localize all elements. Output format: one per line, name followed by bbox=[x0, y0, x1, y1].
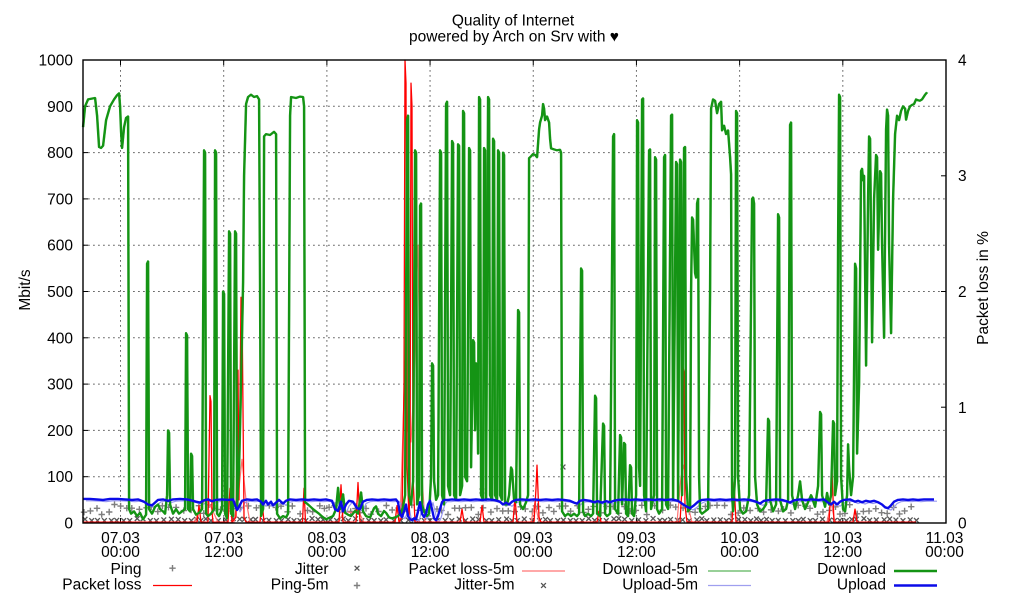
svg-text:Packet loss: Packet loss bbox=[62, 577, 142, 594]
svg-text:07.03: 07.03 bbox=[204, 530, 243, 547]
svg-text:00:00: 00:00 bbox=[925, 544, 964, 561]
svg-text:12:00: 12:00 bbox=[411, 544, 450, 561]
svg-text:Jitter: Jitter bbox=[295, 561, 329, 578]
svg-text:Download: Download bbox=[817, 561, 886, 578]
svg-text:00:00: 00:00 bbox=[514, 544, 553, 561]
svg-text:Mbit/s: Mbit/s bbox=[17, 269, 34, 311]
svg-text:Jitter-5m: Jitter-5m bbox=[454, 577, 514, 594]
svg-text:2: 2 bbox=[958, 284, 967, 301]
svg-text:0: 0 bbox=[64, 516, 73, 533]
svg-text:200: 200 bbox=[47, 423, 73, 440]
svg-text:Ping-5m: Ping-5m bbox=[271, 577, 329, 594]
svg-text:500: 500 bbox=[47, 284, 73, 301]
svg-text:Upload: Upload bbox=[837, 577, 886, 594]
svg-text:1000: 1000 bbox=[39, 53, 74, 70]
svg-text:300: 300 bbox=[47, 377, 73, 394]
svg-text:700: 700 bbox=[47, 191, 73, 208]
svg-text:00:00: 00:00 bbox=[720, 544, 759, 561]
svg-text:Packet loss-5m: Packet loss-5m bbox=[409, 561, 515, 578]
svg-text:09.03: 09.03 bbox=[514, 530, 553, 547]
svg-text:00:00: 00:00 bbox=[101, 544, 140, 561]
svg-text:10.03: 10.03 bbox=[720, 530, 759, 547]
svg-text:800: 800 bbox=[47, 145, 73, 162]
svg-text:07.03: 07.03 bbox=[101, 530, 140, 547]
svg-text:1: 1 bbox=[958, 400, 967, 417]
svg-text:12:00: 12:00 bbox=[204, 544, 243, 561]
svg-text:Packet loss in %: Packet loss in % bbox=[975, 231, 992, 345]
svg-text:12:00: 12:00 bbox=[617, 544, 656, 561]
svg-text:08.03: 08.03 bbox=[308, 530, 347, 547]
svg-text:Ping: Ping bbox=[110, 561, 141, 578]
svg-text:powered by Arch on Srv with ♥: powered by Arch on Srv with ♥ bbox=[409, 29, 619, 46]
svg-text:0: 0 bbox=[958, 516, 967, 533]
svg-text:00:00: 00:00 bbox=[308, 544, 347, 561]
svg-text:11.03: 11.03 bbox=[926, 530, 964, 547]
svg-text:08.03: 08.03 bbox=[411, 530, 450, 547]
svg-text:400: 400 bbox=[47, 330, 73, 347]
svg-text:09.03: 09.03 bbox=[617, 530, 656, 547]
svg-text:4: 4 bbox=[958, 53, 967, 70]
svg-text:Upload-5m: Upload-5m bbox=[622, 577, 698, 594]
svg-text:10.03: 10.03 bbox=[823, 530, 862, 547]
svg-text:100: 100 bbox=[47, 469, 73, 486]
svg-text:12:00: 12:00 bbox=[823, 544, 862, 561]
svg-text:900: 900 bbox=[47, 99, 73, 116]
svg-text:3: 3 bbox=[958, 168, 967, 185]
svg-text:600: 600 bbox=[47, 238, 73, 255]
svg-text:Download-5m: Download-5m bbox=[602, 561, 698, 578]
svg-text:Quality of Internet: Quality of Internet bbox=[452, 13, 575, 30]
